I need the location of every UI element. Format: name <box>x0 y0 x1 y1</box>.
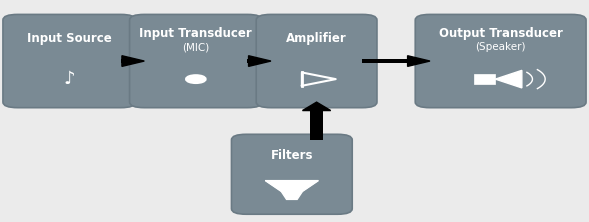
Text: Input Source: Input Source <box>27 32 111 45</box>
Bar <box>310 111 323 140</box>
Bar <box>121 59 122 63</box>
FancyBboxPatch shape <box>415 14 586 108</box>
Text: Output Transducer: Output Transducer <box>439 28 562 40</box>
Text: Amplifier: Amplifier <box>286 32 347 45</box>
Polygon shape <box>408 56 430 66</box>
Polygon shape <box>265 181 318 191</box>
Circle shape <box>188 76 204 82</box>
Text: Input Transducer: Input Transducer <box>140 28 252 40</box>
Polygon shape <box>282 191 303 199</box>
Text: (MIC): (MIC) <box>182 42 210 52</box>
Polygon shape <box>249 56 271 66</box>
FancyBboxPatch shape <box>3 14 135 108</box>
Bar <box>474 74 495 84</box>
FancyBboxPatch shape <box>130 14 262 108</box>
Polygon shape <box>495 70 522 88</box>
FancyBboxPatch shape <box>231 134 352 214</box>
Text: (Speaker): (Speaker) <box>475 42 526 52</box>
Bar <box>362 59 408 63</box>
Text: ♪: ♪ <box>64 70 75 88</box>
Text: Filters: Filters <box>270 149 313 161</box>
FancyBboxPatch shape <box>256 14 377 108</box>
Polygon shape <box>303 102 331 111</box>
Bar <box>247 59 249 63</box>
Polygon shape <box>122 56 144 66</box>
